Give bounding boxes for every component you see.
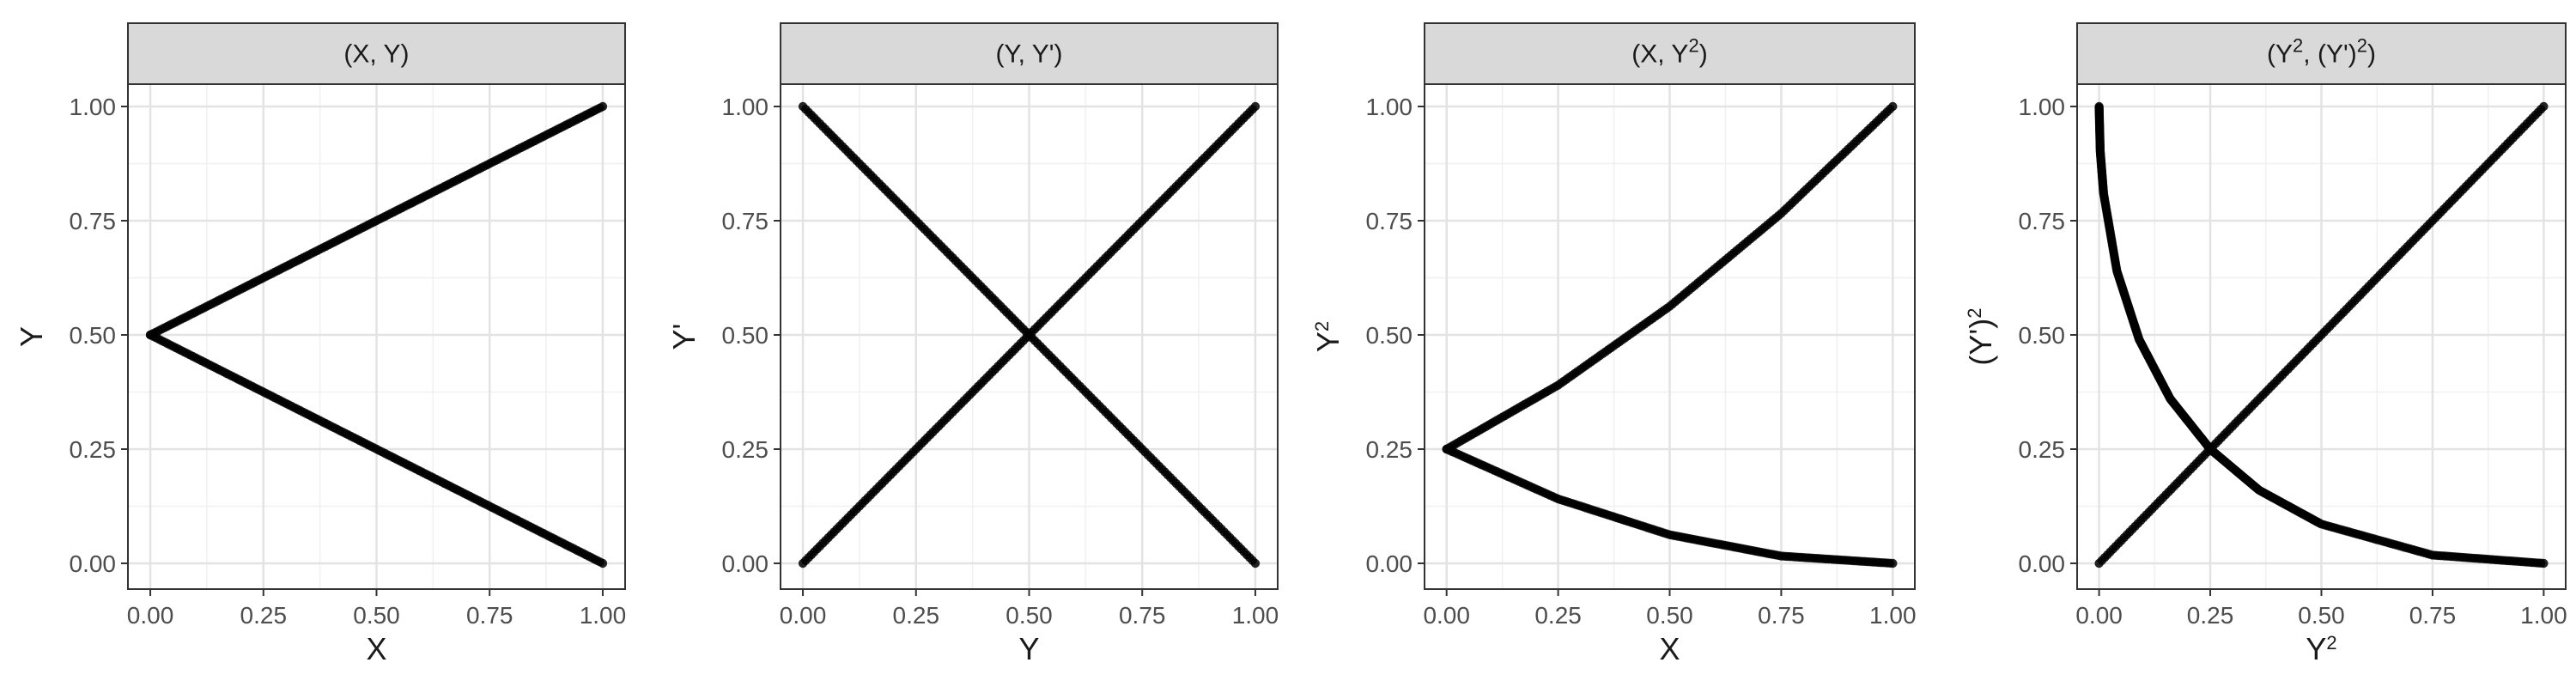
y-axis-title: Y' [666, 324, 702, 350]
y-tick-label: 0.50 [722, 322, 769, 349]
x-tick-label: 0.00 [1423, 602, 1470, 629]
x-tick-label: 0.50 [1646, 602, 1693, 629]
y-tick-label: 0.25 [70, 436, 117, 463]
y-tick-label: 0.00 [1366, 550, 1413, 577]
y-tick-label: 0.25 [2019, 436, 2066, 463]
x-tick-label: 1.00 [580, 602, 627, 629]
data-point [2539, 558, 2549, 568]
x-tick-label: 0.50 [1005, 602, 1053, 629]
y-tick-label: 0.75 [2019, 208, 2066, 234]
x-tick-label: 0.75 [1758, 602, 1805, 629]
y-tick-label: 0.25 [722, 436, 769, 463]
facet-strip-title: (Y2, (Y')2) [2267, 34, 2376, 69]
y-tick-label: 0.00 [2019, 550, 2066, 577]
x-tick-label: 1.00 [1869, 602, 1917, 629]
x-tick-label: 0.00 [2075, 602, 2123, 629]
facet-panel-3: (X, Y2) 0.00 0.25 0.50 0.75 1.00 0.00 0.25 0.50 0… [1310, 22, 1917, 666]
facet-strip [2076, 22, 2567, 85]
y-axis-title: (Y')2 [1963, 307, 1998, 365]
x-tick-label: 0.25 [1534, 602, 1582, 629]
x-tick-label: 0.00 [127, 602, 174, 629]
facet-strip [127, 22, 626, 85]
x-tick-label: 0.25 [240, 602, 288, 629]
x-tick-label: 0.75 [466, 602, 513, 629]
data-point [1250, 101, 1261, 112]
facet-panel-4: (Y2, (Y')2) 0.00 0.25 0.50 0.75 1.00 0.00 0.25 0… [1963, 22, 2567, 666]
series-1 [1442, 101, 1898, 454]
data-point [1250, 558, 1261, 568]
y-tick-label: 1.00 [1366, 94, 1413, 120]
data-point [598, 558, 608, 568]
x-axis-title: X [366, 631, 386, 666]
y-tick-label: 1.00 [2019, 94, 2066, 120]
facet-strip-title: (X, Y) [343, 40, 409, 69]
facet-panel-2: (Y, Y') 0.00 0.25 0.50 0.75 1.00 0.00 0.25 0.50 0… [666, 22, 1279, 666]
series-2 [798, 101, 1261, 568]
facet-panel-1: (X, Y) 0.00 0.25 0.50 0.75 1.00 0.00 0.25 0.50 0.… [14, 22, 627, 666]
series-1 [798, 101, 1261, 568]
x-tick-label: 0.00 [780, 602, 827, 629]
x-axis-title: Y2 [2306, 631, 2336, 666]
facet-strip-title: (X, Y2) [1631, 34, 1707, 69]
y-tick-label: 0.75 [70, 208, 117, 234]
data-point [1888, 101, 1898, 112]
y-tick-label: 0.50 [1366, 322, 1413, 349]
x-tick-label: 1.00 [1232, 602, 1279, 629]
facet-strip [1424, 22, 1916, 85]
series-2 [1442, 444, 1898, 568]
x-tick-label: 0.75 [2409, 602, 2457, 629]
x-tick-label: 0.75 [1119, 602, 1166, 629]
x-axis-title: X [1659, 631, 1680, 666]
x-tick-label: 1.00 [2520, 602, 2567, 629]
data-point [1888, 558, 1898, 568]
y-tick-label: 1.00 [70, 94, 117, 120]
facet-strip [780, 22, 1279, 85]
x-tick-label: 0.50 [353, 602, 400, 629]
facet-strip-title: (Y, Y') [996, 40, 1063, 69]
y-tick-label: 1.00 [722, 94, 769, 120]
y-axis-title: Y2 [1310, 321, 1346, 352]
series-2 [2094, 101, 2549, 568]
data-point [598, 101, 608, 112]
y-tick-label: 0.50 [70, 322, 117, 349]
y-tick-label: 0.75 [1366, 208, 1413, 234]
x-tick-label: 0.25 [2187, 602, 2234, 629]
x-axis-title: Y [1018, 631, 1039, 666]
x-tick-label: 0.50 [2298, 602, 2345, 629]
y-tick-label: 0.25 [1366, 436, 1413, 463]
x-tick-label: 0.25 [893, 602, 940, 629]
y-tick-label: 0.75 [722, 208, 769, 234]
y-axis-title: Y [14, 326, 49, 347]
y-tick-label: 0.00 [722, 550, 769, 577]
series-1 [145, 101, 608, 340]
data-point [2539, 101, 2549, 112]
y-tick-label: 0.00 [70, 550, 117, 577]
y-tick-label: 0.50 [2019, 322, 2066, 349]
series-2 [145, 330, 608, 568]
